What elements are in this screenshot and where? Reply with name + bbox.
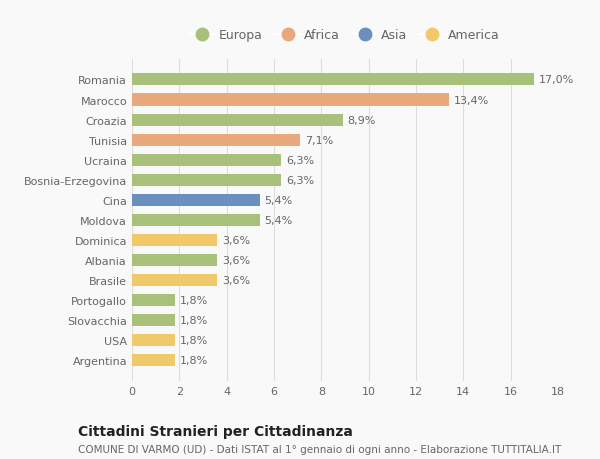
- Text: 6,3%: 6,3%: [286, 175, 314, 185]
- Text: 1,8%: 1,8%: [179, 355, 208, 365]
- Bar: [132, 294, 175, 306]
- Bar: [132, 114, 343, 126]
- Text: 3,6%: 3,6%: [222, 255, 250, 265]
- Text: 1,8%: 1,8%: [179, 295, 208, 305]
- Text: 5,4%: 5,4%: [265, 215, 293, 225]
- Bar: [132, 134, 300, 146]
- Text: 3,6%: 3,6%: [222, 275, 250, 285]
- Bar: [132, 194, 260, 206]
- Text: 6,3%: 6,3%: [286, 155, 314, 165]
- Text: 1,8%: 1,8%: [179, 336, 208, 345]
- Text: Cittadini Stranieri per Cittadinanza: Cittadini Stranieri per Cittadinanza: [78, 425, 353, 438]
- Text: 17,0%: 17,0%: [539, 75, 574, 85]
- Text: 7,1%: 7,1%: [305, 135, 333, 146]
- Text: 5,4%: 5,4%: [265, 196, 293, 205]
- Bar: [132, 94, 449, 106]
- Bar: [132, 74, 535, 86]
- Bar: [132, 314, 175, 326]
- Bar: [132, 154, 281, 166]
- Bar: [132, 174, 281, 186]
- Bar: [132, 274, 217, 286]
- Text: 3,6%: 3,6%: [222, 235, 250, 245]
- Bar: [132, 235, 217, 246]
- Bar: [132, 334, 175, 347]
- Bar: [132, 254, 217, 266]
- Text: COMUNE DI VARMO (UD) - Dati ISTAT al 1° gennaio di ogni anno - Elaborazione TUTT: COMUNE DI VARMO (UD) - Dati ISTAT al 1° …: [78, 444, 561, 454]
- Bar: [132, 214, 260, 226]
- Text: 13,4%: 13,4%: [454, 95, 489, 105]
- Legend: Europa, Africa, Asia, America: Europa, Africa, Asia, America: [185, 24, 505, 47]
- Bar: [132, 354, 175, 366]
- Text: 8,9%: 8,9%: [347, 115, 376, 125]
- Text: 1,8%: 1,8%: [179, 315, 208, 325]
